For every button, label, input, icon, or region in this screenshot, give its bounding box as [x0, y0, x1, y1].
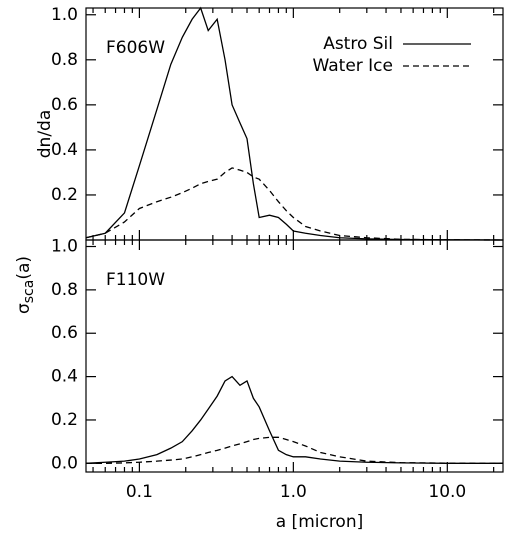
shared-y-label: σsca(a)	[14, 256, 37, 314]
x-axis-label: a [micron]	[276, 512, 364, 532]
y-label-suffix: (a)	[14, 256, 34, 280]
y-tick-label: 0.8	[51, 50, 78, 70]
y-tick-label: 0.2	[51, 410, 78, 430]
legend-label: Astro Sil	[323, 34, 393, 54]
y-tick-label: 0.6	[51, 95, 78, 115]
plot-frame	[85, 239, 504, 473]
y-tick-label: 0.2	[51, 185, 78, 205]
series-line	[86, 436, 504, 464]
x-tick-label: 10.0	[428, 482, 466, 502]
y-axis-label: dn/da	[35, 110, 55, 159]
panel-label: F606W	[106, 38, 165, 58]
series-line	[85, 167, 504, 241]
y-tick-label: 0.4	[51, 140, 78, 160]
y-tick-label: 0.4	[51, 367, 78, 387]
series-line	[85, 375, 503, 464]
x-tick-label: 1.0	[280, 482, 307, 502]
y-tick-label: 1.0	[51, 5, 78, 25]
y-tick-label: 0.6	[51, 323, 78, 343]
y-tick-label: 1.0	[51, 237, 78, 257]
y-label-symbol: σ	[14, 303, 34, 314]
x-tick-label: 0.1	[126, 482, 153, 502]
series-line	[85, 6, 504, 241]
y-label-subscript: sca	[21, 280, 37, 304]
panel-label: F110W	[106, 270, 165, 290]
y-tick-label: 0.8	[51, 280, 78, 300]
legend-label: Water Ice	[313, 56, 393, 76]
y-tick-label: 0.0	[51, 453, 78, 473]
